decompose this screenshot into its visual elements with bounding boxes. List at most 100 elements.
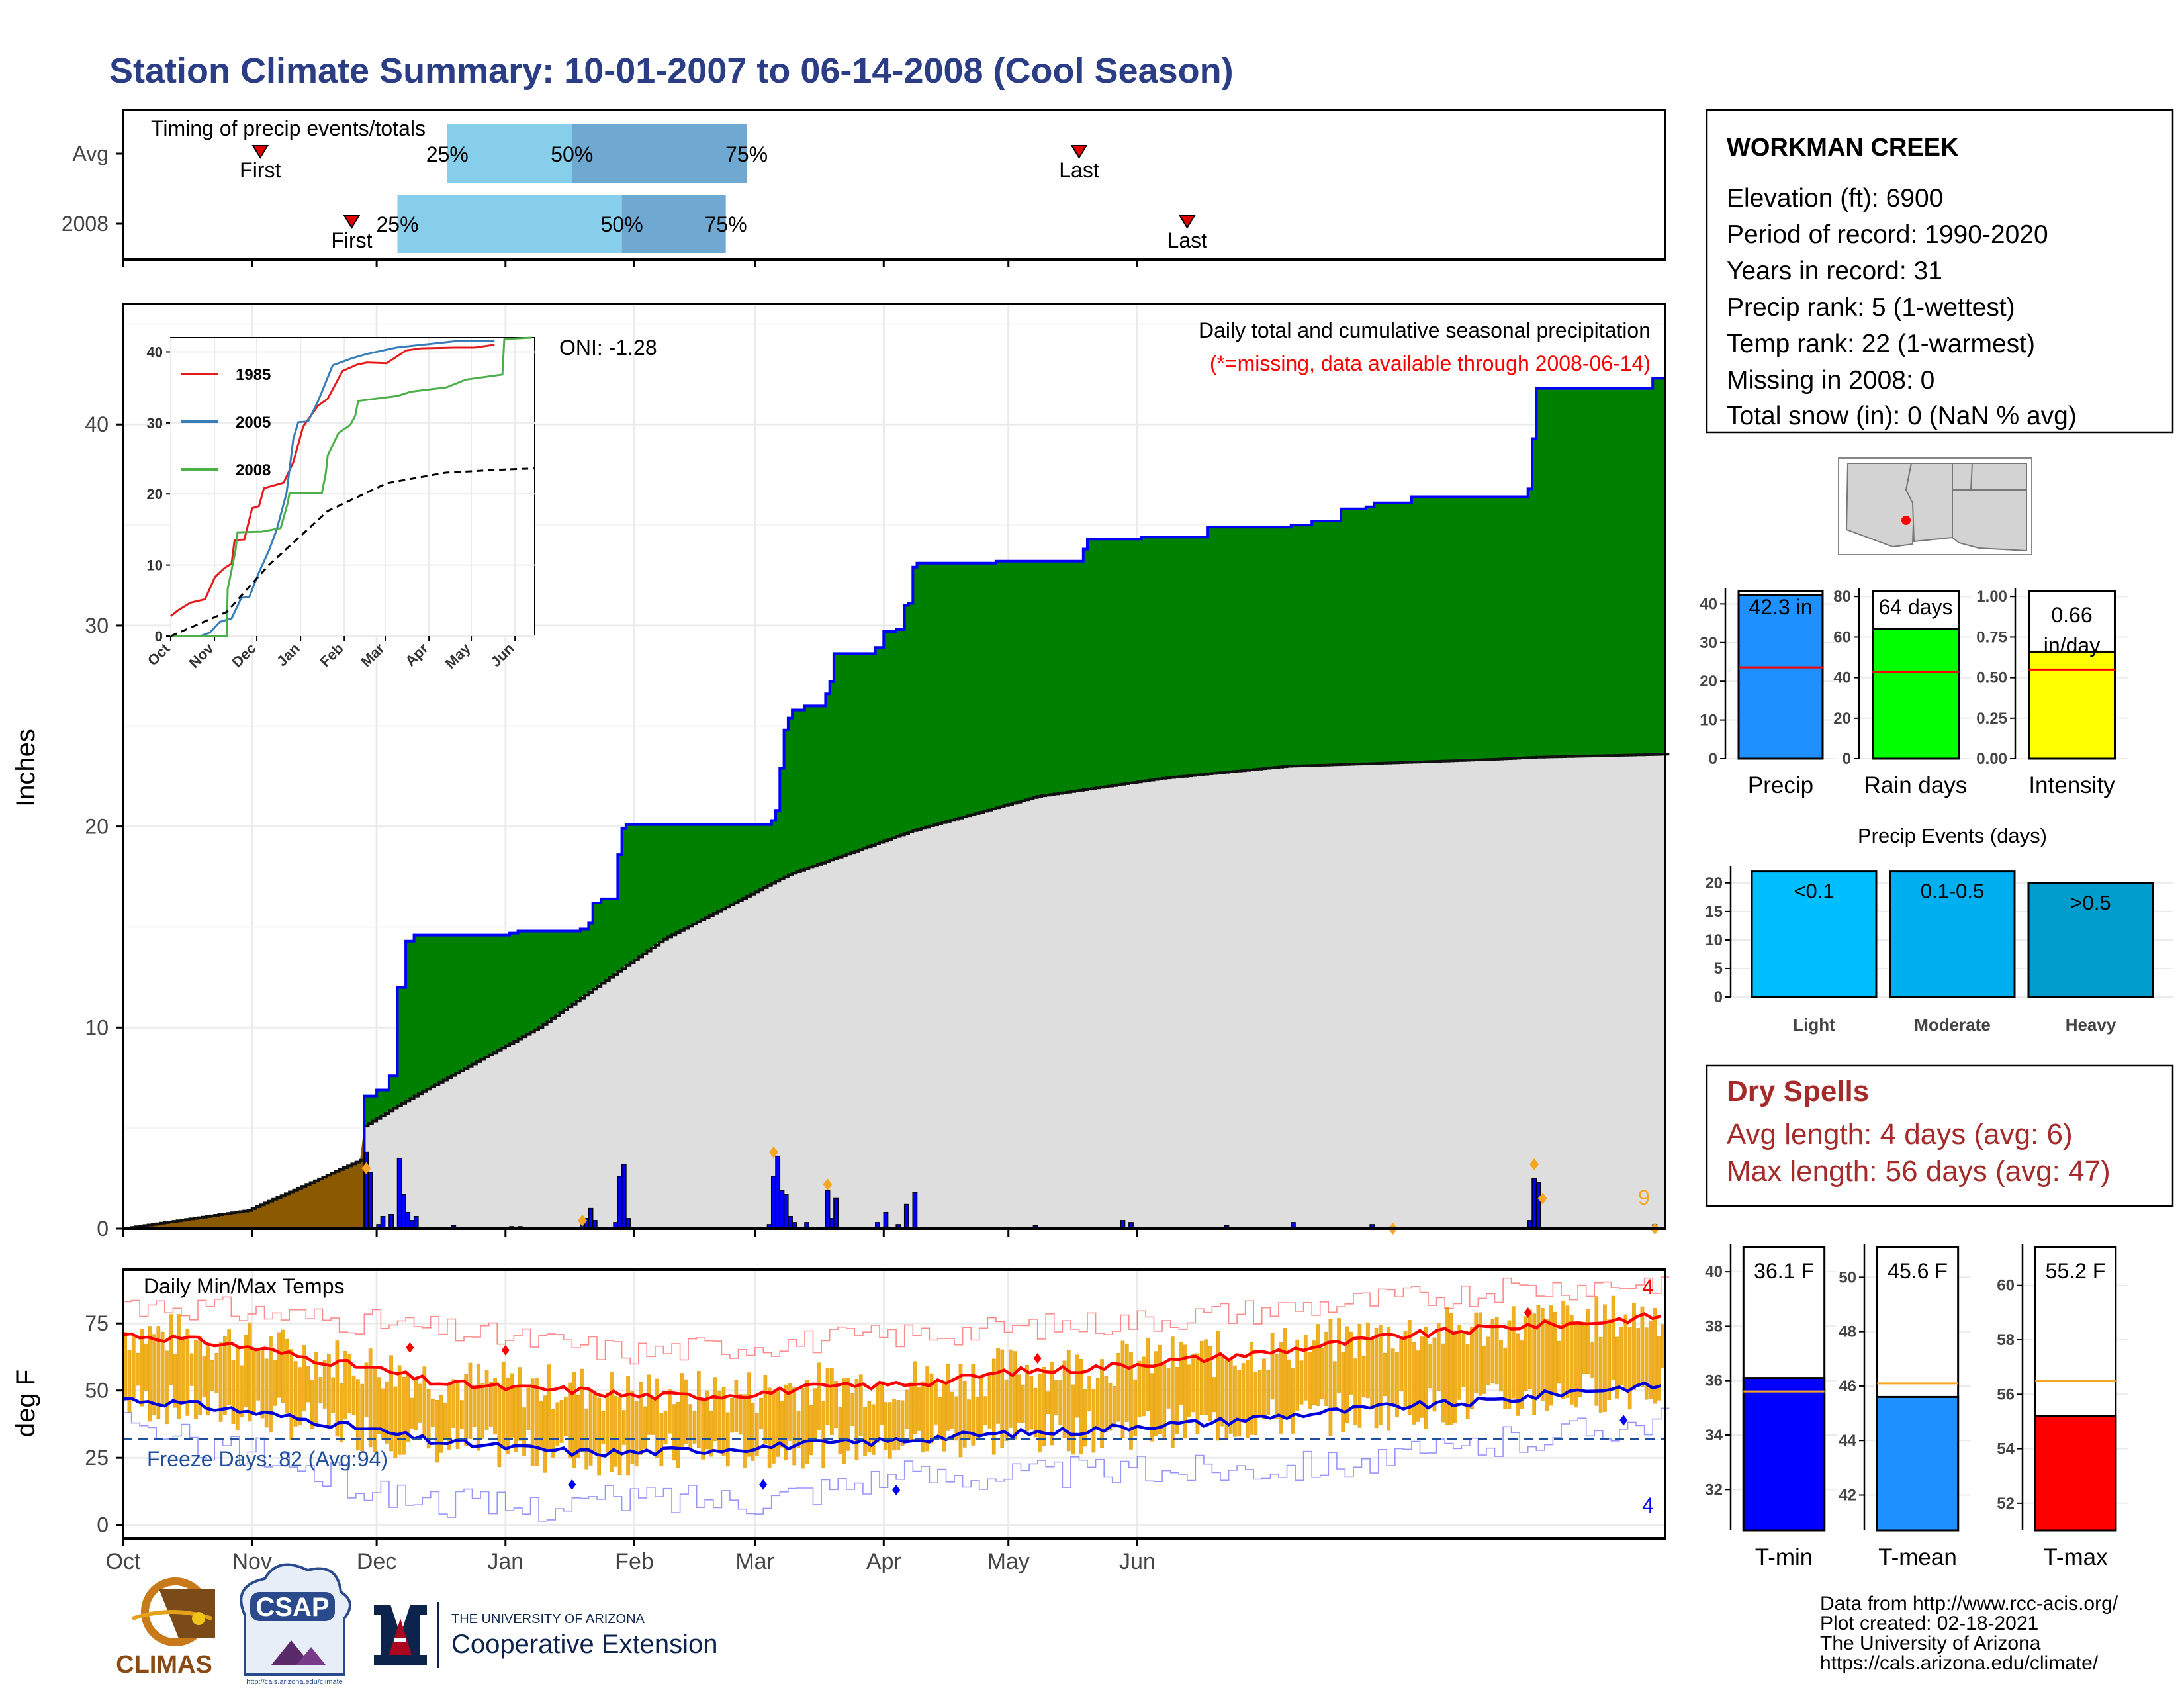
y-tick-label: 56: [1997, 1385, 2015, 1403]
credits-block: Data from http://www.rcc-acis.org/ Plot …: [1820, 1593, 2118, 1674]
y-tick-label: 32: [1705, 1481, 1723, 1499]
y-tick-label: 2008: [62, 212, 109, 236]
ua-logo: THE UNIVERSITY OF ARIZONA Cooperative Ex…: [374, 1602, 717, 1668]
y-tick-label: 20: [1705, 874, 1723, 892]
daily-precip-bar: [405, 1211, 411, 1229]
y-tick-label: 60: [1997, 1277, 2015, 1295]
record-low-line: [123, 1407, 1670, 1522]
inset-series-line: [170, 467, 535, 637]
y-tick-label: 0.25: [1976, 710, 2007, 727]
timing-marker-label: First: [240, 158, 281, 182]
event-bar-label: <0.1: [1794, 880, 1834, 903]
inset-frame: [170, 337, 535, 637]
daily-precip-bar: [829, 1218, 835, 1229]
category-label: Moderate: [1914, 1015, 1991, 1035]
record-max-marker: [1524, 1307, 1532, 1318]
record-min-marker: [568, 1479, 576, 1490]
event-bar: [1751, 870, 1878, 998]
credit-line: The University of Arizona: [1820, 1632, 2041, 1654]
y-tick-label: 0: [97, 1513, 109, 1537]
daily-precip-bar: [825, 1190, 831, 1229]
inset-legend-label: 2005: [236, 414, 271, 432]
y-tick-label: 50: [85, 1379, 109, 1403]
precip-2008-line: [360, 377, 1666, 1230]
daily-precip-bar: [775, 1155, 781, 1229]
bar-value-label: 64 days: [1878, 595, 1952, 619]
x-tick-label: Oct: [106, 1549, 141, 1574]
daily-precip-bar: [783, 1194, 789, 1229]
temp-title: Daily Min/Max Temps: [144, 1274, 344, 1298]
daily-precip-bar: [1535, 1182, 1541, 1229]
temp-summary-bars: 32 34 36 38 40 36.1 F T-min 42 44 46 48 50 45.6 F T-m…: [1705, 1244, 2128, 1570]
climas-logo: CLIMAS: [116, 1577, 215, 1679]
precip-summary-bars: 0 10 20 30 40 42.3 in Precip 0 20 40 60 80 64 days Ra…: [1700, 588, 2128, 798]
inset-legend-label: 1985: [236, 366, 271, 384]
value-bar: [1742, 1377, 1826, 1532]
event-bar-label: 0.1-0.5: [1921, 880, 1985, 903]
station-line: Elevation (ft): 6900: [1727, 184, 1943, 212]
y-tick-label: 10: [85, 1015, 109, 1039]
dry-spells-avg: Avg length: 4 days (avg: 6): [1727, 1118, 2073, 1150]
precip-above-average-area: [360, 378, 1665, 1229]
credit-line: Data from http://www.rcc-acis.org/: [1820, 1593, 2118, 1615]
y-tick-label: 20: [85, 815, 109, 839]
category-label: Light: [1793, 1015, 1835, 1035]
y-tick-label: 44: [1839, 1432, 1856, 1450]
station-line: Missing in 2008: 0: [1727, 366, 1934, 395]
y-tick-label: 25: [85, 1446, 109, 1470]
event-bar-label: >0.5: [2070, 891, 2111, 914]
inset-legend-label: 2008: [236, 461, 271, 479]
y-tick-label: 30: [85, 614, 109, 637]
station-line: Period of record: 1990-2020: [1727, 220, 2048, 249]
missing-data-marker: [823, 1178, 833, 1191]
x-tick-label: Dec: [357, 1549, 396, 1574]
y-tick-label: 0: [97, 1217, 109, 1241]
y-tick-label: 40: [1700, 595, 1717, 613]
y-tick-label: 40: [1833, 669, 1851, 687]
y-tick-label: 0: [1843, 750, 1851, 768]
y-tick-label: 20: [1833, 710, 1851, 727]
temp-min-count: 4: [1642, 1493, 1654, 1517]
daily-precip-bar: [413, 1216, 419, 1229]
timing-bar-25-50: [447, 124, 572, 183]
csap-url: http://cals.arizona.edu/climate: [246, 1678, 343, 1686]
daily-precip-bar: [380, 1216, 386, 1229]
record-min-marker: [759, 1479, 768, 1490]
page-title: Station Climate Summary: 10-01-2007 to 0…: [109, 51, 1234, 91]
daily-precip-bar: [388, 1213, 394, 1229]
y-tick-label: 0: [1714, 988, 1723, 1006]
bar-value-label: 42.3 in: [1749, 595, 1812, 619]
ua-name: THE UNIVERSITY OF ARIZONA: [451, 1612, 645, 1626]
daily-precip-bar: [779, 1190, 785, 1229]
y-tick-label: 20: [1700, 673, 1717, 690]
logos: CLIMAS CSAP http://cals.arizona.edu/clim…: [116, 1563, 717, 1686]
y-tick-label: 0: [1709, 750, 1717, 768]
credit-line: https://cals.arizona.edu/climate/: [1820, 1652, 2099, 1674]
inset-y-tick-label: 20: [147, 486, 163, 502]
category-label: T-min: [1755, 1544, 1813, 1570]
locator-map: [1838, 457, 2032, 555]
y-tick-label: 50: [1839, 1268, 1856, 1286]
bar-value-label: 45.6 F: [1888, 1259, 1948, 1283]
y-tick-label: 15: [1705, 903, 1723, 921]
y-tick-label: 34: [1705, 1427, 1723, 1444]
value-bar: [2034, 1415, 2117, 1532]
timing-pct-label: 75%: [725, 142, 768, 166]
daily-precip-bar: [396, 1157, 402, 1229]
csap-wordmark: CSAP: [255, 1593, 329, 1622]
category-label: Rain days: [1864, 773, 1968, 798]
record-high-line: [123, 1276, 1670, 1365]
timing-pct-label: 25%: [426, 142, 469, 166]
temp-ylabel: deg F: [11, 1370, 40, 1437]
daily-precip-bar: [833, 1197, 839, 1229]
daily-precip-bar: [883, 1211, 889, 1229]
value-bar: [1872, 628, 1960, 760]
y-tick-label: 75: [85, 1311, 109, 1335]
bar-value-label: in/day: [2044, 633, 2100, 657]
y-tick-label: 60: [1833, 628, 1851, 646]
daily-precip-bar: [588, 1207, 594, 1229]
bar-value-label: 0.66: [2051, 603, 2092, 627]
y-tick-label: 5: [1714, 960, 1723, 978]
